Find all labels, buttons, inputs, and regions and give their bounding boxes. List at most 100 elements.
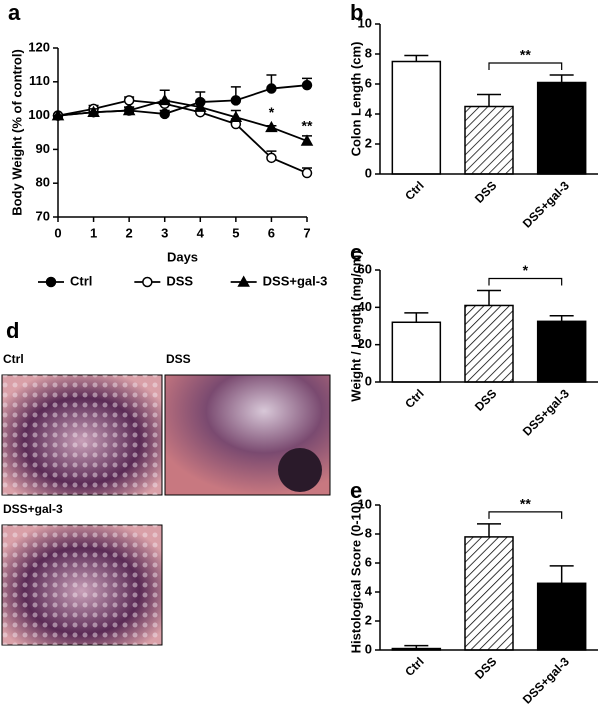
marker [123, 95, 135, 106]
bar [536, 81, 587, 175]
legend-marker [142, 276, 153, 288]
histology-texture [2, 375, 162, 495]
legend-marker [237, 275, 250, 287]
error-bar [549, 74, 574, 83]
y-axis-label: Body Weight (% of control) [9, 49, 24, 216]
significance-bracket [488, 511, 563, 519]
error-bar [404, 54, 429, 62]
x-tick-label: 5 [232, 225, 239, 240]
marker [122, 103, 136, 116]
bar [391, 60, 442, 175]
x-tick-label: Ctrl [402, 178, 427, 203]
y-tick-label: 70 [36, 208, 50, 223]
marker [51, 109, 65, 121]
marker [229, 110, 243, 123]
histology-texture [2, 525, 162, 645]
marker [301, 79, 313, 91]
y-tick-label: 6 [365, 75, 372, 90]
x-tick-label: 2 [126, 225, 133, 240]
x-tick-label: 3 [161, 225, 168, 240]
significance-bracket [488, 277, 563, 286]
annotation: * [269, 104, 275, 120]
y-axis-label: Weight / Length (mg/cm) [348, 250, 363, 401]
y-tick-label: 8 [365, 45, 372, 60]
panel-label: b [350, 0, 363, 25]
image-label: DSS+gal-3 [3, 502, 63, 516]
significance-label: ** [520, 496, 531, 512]
y-tick-label: 20 [358, 336, 372, 351]
y-tick-label: 2 [365, 135, 372, 150]
bar [536, 320, 587, 383]
panel-label: c [350, 240, 362, 265]
y-tick-label: 60 [358, 261, 372, 276]
error-bar [549, 565, 574, 584]
y-tick-label: 10 [358, 496, 372, 511]
image-label: DSS [166, 352, 191, 366]
bar [464, 105, 514, 175]
error-bar [549, 314, 574, 322]
significance-bracket [488, 62, 563, 70]
y-tick-label: 6 [365, 554, 372, 569]
y-tick-label: 90 [36, 141, 50, 156]
error-bar [477, 93, 501, 107]
x-tick-label: DSS+gal-3 [520, 178, 572, 230]
y-tick-label: 100 [28, 107, 50, 122]
series-line [57, 99, 308, 174]
x-tick-label: DSS [472, 654, 499, 681]
bar [464, 536, 514, 651]
panel-label: a [8, 0, 21, 25]
x-tick-label: 6 [268, 225, 275, 240]
marker [266, 83, 277, 94]
y-tick-label: 0 [365, 373, 372, 388]
y-tick-label: 0 [365, 641, 372, 656]
marker [300, 134, 314, 146]
x-axis-label: Days [167, 249, 198, 264]
y-tick-label: 120 [28, 39, 50, 54]
x-tick-label: DSS+gal-3 [520, 386, 572, 438]
marker [159, 108, 170, 120]
x-tick-label: 7 [303, 225, 310, 240]
significance-label: * [523, 262, 529, 278]
marker [265, 120, 278, 133]
x-tick-label: DSS [472, 386, 499, 413]
bar [391, 321, 442, 383]
marker [194, 100, 207, 112]
x-tick-label: Ctrl [402, 386, 427, 411]
y-tick-label: 8 [365, 525, 372, 540]
y-tick-label: 40 [358, 299, 372, 314]
legend-label: Ctrl [70, 273, 92, 288]
panel-d: d Ctrl DSS DSS+gal-3 [1, 318, 331, 646]
y-tick-label: 110 [29, 73, 50, 88]
error-bar [404, 312, 429, 323]
bar [464, 304, 514, 383]
annotation: ** [302, 118, 313, 134]
panel-label: e [350, 478, 362, 503]
histology-feature [278, 448, 322, 492]
x-tick-label: DSS [472, 178, 499, 205]
legend-label: DSS [166, 273, 193, 288]
y-tick-label: 10 [358, 15, 372, 30]
significance-label: ** [520, 47, 531, 63]
marker [230, 95, 242, 106]
y-tick-label: 4 [365, 583, 373, 598]
x-tick-label: 4 [197, 225, 205, 240]
error-bar [477, 289, 501, 306]
y-tick-label: 0 [365, 165, 372, 180]
y-axis-label: Histological Score (0-10) [348, 502, 363, 654]
error-bar [477, 523, 501, 537]
x-tick-label: 1 [90, 225, 97, 240]
y-tick-label: 80 [36, 175, 50, 190]
marker [87, 105, 100, 117]
y-tick-label: 4 [365, 105, 373, 120]
legend-marker [45, 276, 57, 288]
bar [536, 582, 587, 651]
series-line [57, 99, 308, 142]
marker [266, 152, 277, 164]
marker [158, 93, 171, 106]
marker [301, 167, 313, 179]
legend-label: DSS+gal-3 [263, 273, 328, 288]
y-tick-label: 2 [365, 612, 372, 627]
y-axis-label: Colon Length (cm) [348, 42, 363, 157]
panel-label: d [6, 318, 19, 343]
